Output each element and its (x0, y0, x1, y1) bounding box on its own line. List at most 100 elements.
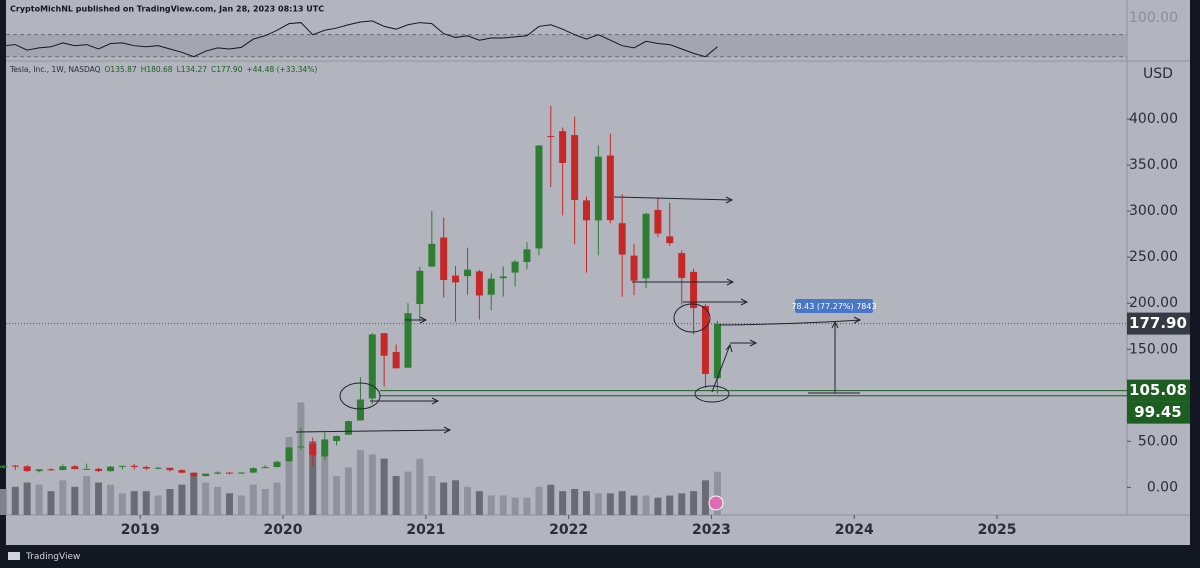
arrow (405, 316, 428, 324)
volume-bar (142, 491, 150, 515)
volume-bar (35, 484, 43, 515)
candle-body (356, 399, 364, 421)
volume-bar (701, 480, 709, 515)
indicator-tick-label: 100.00 (1129, 10, 1178, 26)
candle-body (214, 472, 222, 474)
candle-body (559, 131, 567, 164)
arrow (711, 343, 733, 393)
x-tick-label: 2019 (121, 522, 160, 538)
candle-body (344, 421, 352, 435)
annotations (295, 196, 873, 511)
candle-body (380, 333, 388, 356)
volume-bar (594, 493, 602, 515)
volume-bar (618, 491, 626, 515)
axis-unit: USD (1143, 66, 1173, 82)
volume-bar (713, 471, 721, 515)
volume-bar (321, 454, 329, 515)
candle-body (142, 466, 150, 469)
volume-bar (678, 493, 686, 515)
volume-bar (690, 491, 698, 515)
candle-body (333, 436, 341, 442)
volume-bar (273, 482, 281, 515)
volume-bar (368, 454, 376, 515)
volume-bar (225, 493, 233, 515)
x-tick-label: 2023 (692, 522, 731, 538)
legend-item: L134.27 (177, 65, 208, 74)
volume-bar (309, 441, 317, 515)
candle-body (678, 253, 686, 278)
arrow (370, 397, 440, 405)
candle-body (713, 323, 721, 379)
arrow (632, 278, 735, 286)
candle-body (297, 446, 305, 448)
volume-bar (154, 495, 162, 515)
brand-logo (8, 552, 20, 560)
volume-bar (237, 495, 245, 515)
volume-bar (297, 402, 305, 515)
volume-bar (606, 493, 614, 515)
candle-body (582, 200, 590, 221)
candle-body (416, 270, 424, 304)
legend-item: O135.87 (105, 65, 137, 74)
price-label-box (1127, 379, 1190, 402)
volume-bar (511, 497, 519, 515)
header: CryptoMichNL published on TradingView.co… (10, 5, 324, 14)
legend-item: +44.48 (+33.34%) (246, 65, 317, 74)
candle-body (190, 472, 198, 477)
arrow (613, 196, 734, 204)
volume-bar (440, 482, 448, 515)
volume-bar (380, 458, 388, 515)
price-label-box (1127, 401, 1190, 424)
y-tick-label: 350.00 (1129, 157, 1178, 173)
candle-body (202, 473, 210, 477)
legend-item: H180.68 (141, 65, 173, 74)
measure-label: 78.43 (77.27%) 7843 (791, 302, 876, 311)
volume-bar (487, 495, 495, 515)
price-label-box (1127, 312, 1190, 335)
volume-bar (535, 486, 543, 515)
candle-body (261, 467, 269, 469)
candle-body (249, 468, 257, 473)
circle (339, 382, 381, 410)
circle (673, 303, 711, 333)
indicator-line (3, 20, 718, 58)
candle-body (487, 278, 495, 295)
candle-body (630, 255, 638, 281)
candle-body (440, 237, 448, 281)
candle-body (237, 472, 245, 474)
circle (694, 385, 730, 403)
volume-bar (559, 491, 567, 515)
price-label: 177.90 (1129, 314, 1187, 332)
candle-body (523, 249, 531, 263)
candle-body (59, 466, 67, 470)
candle-body (475, 271, 483, 296)
y-tick-label: 250.00 (1129, 249, 1178, 265)
candle-body (35, 469, 43, 472)
candle-body (23, 466, 31, 472)
candle-body (107, 466, 115, 472)
volume-bar (0, 489, 7, 515)
y-tick-label: 150.00 (1129, 341, 1178, 357)
volume-bar (475, 491, 483, 515)
candle-body (642, 213, 650, 279)
candle-body (321, 439, 329, 457)
volume-bar (166, 489, 174, 515)
brand: TradingView (25, 552, 80, 562)
candle-body (130, 465, 138, 467)
volume-bar (356, 450, 364, 515)
volume-bar (523, 497, 531, 515)
x-tick-label: 2025 (978, 522, 1017, 538)
x-tick-label: 2022 (549, 522, 588, 538)
arrow (295, 426, 452, 434)
candle-body (654, 209, 662, 234)
x-tick-label: 2021 (406, 522, 445, 538)
candle-body (464, 269, 472, 277)
candle-body (0, 465, 7, 468)
volume-bar (11, 486, 19, 515)
volume-bar (71, 486, 79, 515)
candle-body (273, 461, 281, 468)
volume-bar (249, 484, 257, 515)
volume-bar (118, 493, 126, 515)
volume-bar (404, 471, 412, 515)
